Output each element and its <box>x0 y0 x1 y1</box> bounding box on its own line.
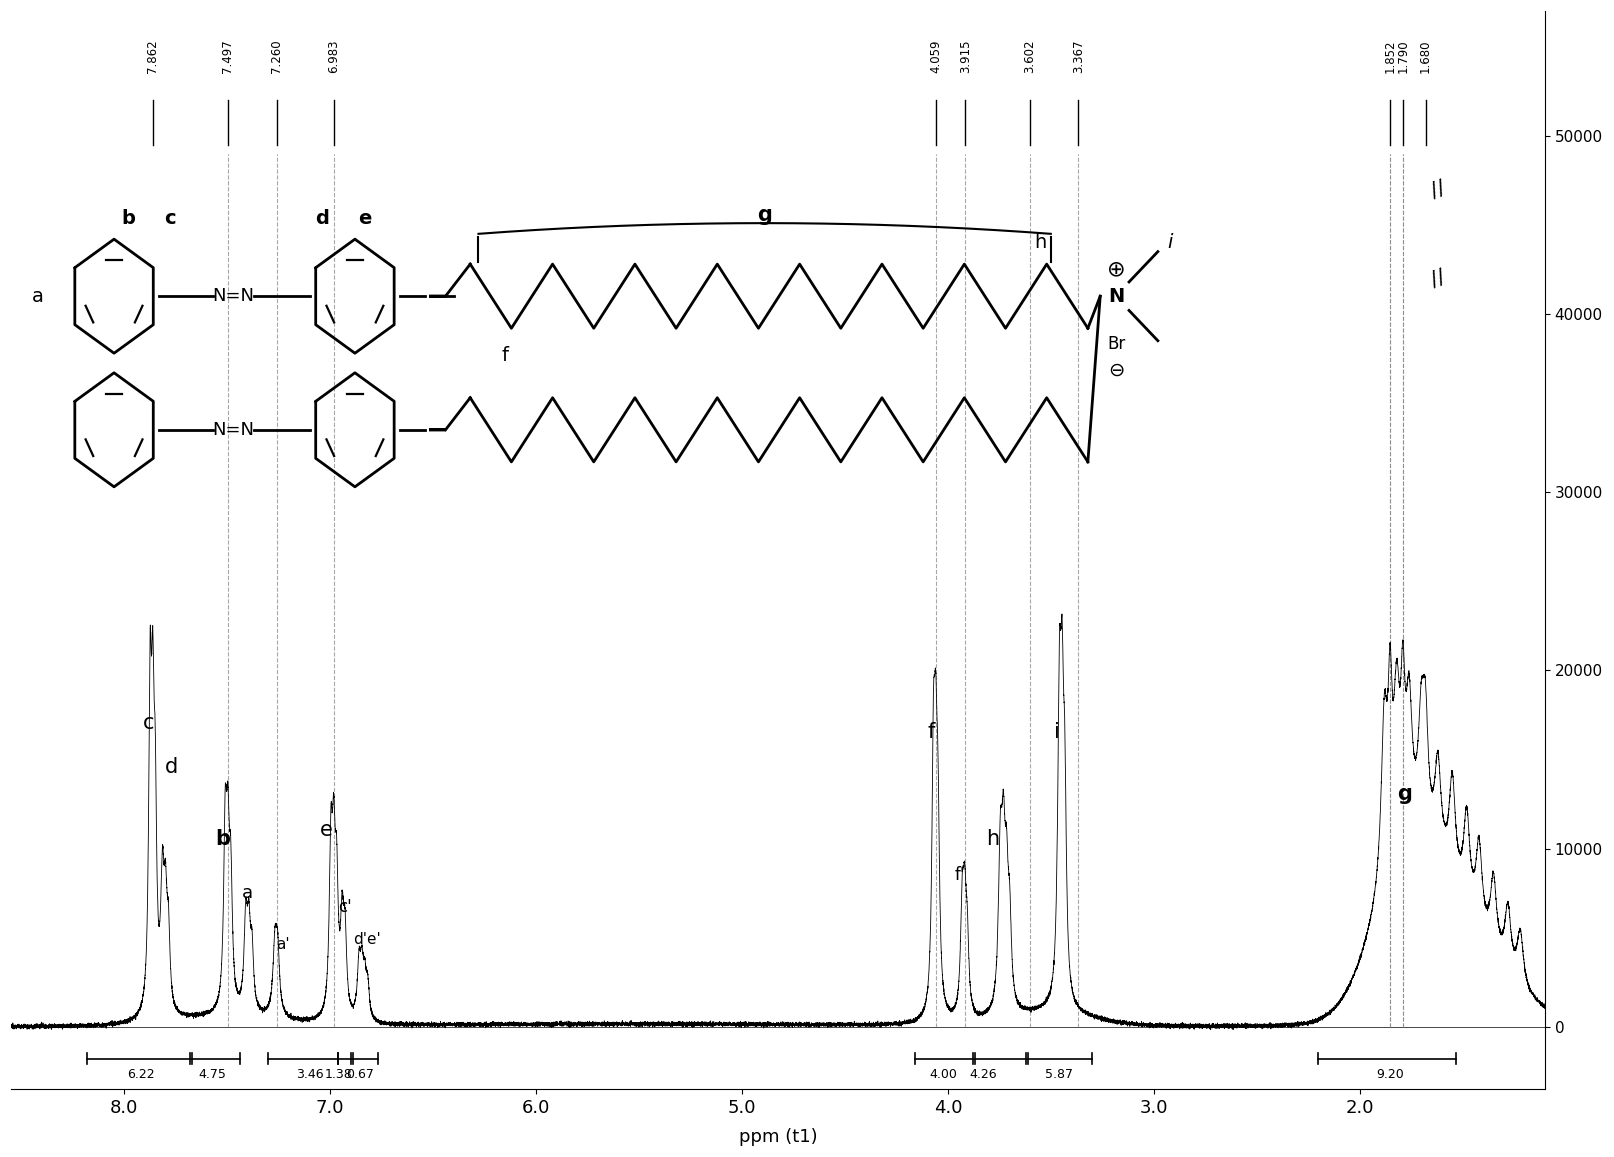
Text: 5.87: 5.87 <box>1044 1068 1073 1081</box>
Text: //: // <box>1428 177 1448 201</box>
Text: b: b <box>216 828 231 848</box>
Text: 1.38: 1.38 <box>324 1068 352 1081</box>
Text: c': c' <box>337 898 352 916</box>
Text: ⊖: ⊖ <box>1109 360 1125 379</box>
Text: a: a <box>242 884 253 902</box>
Text: N=N: N=N <box>213 287 255 305</box>
Text: i: i <box>1054 722 1060 742</box>
Text: 3.46: 3.46 <box>295 1068 323 1081</box>
Text: e: e <box>320 819 332 840</box>
Text: f': f' <box>955 867 965 884</box>
Text: 9.20: 9.20 <box>1377 1068 1404 1081</box>
Text: N=N: N=N <box>213 421 255 439</box>
Text: c: c <box>165 209 176 228</box>
Text: 7.260: 7.260 <box>270 39 282 74</box>
Text: d: d <box>315 209 329 228</box>
Text: f: f <box>502 346 508 366</box>
Text: 4.00: 4.00 <box>930 1068 957 1081</box>
Text: 3.602: 3.602 <box>1023 40 1036 74</box>
Text: b: b <box>121 209 136 228</box>
X-axis label: ppm (t1): ppm (t1) <box>739 1128 817 1145</box>
Text: 6.983: 6.983 <box>328 40 341 74</box>
Text: 6.22: 6.22 <box>128 1068 155 1081</box>
Text: 7.862: 7.862 <box>147 39 160 74</box>
Text: e: e <box>358 209 371 228</box>
Text: Br: Br <box>1107 336 1127 353</box>
Text: 4.059: 4.059 <box>930 40 943 74</box>
Text: c: c <box>144 713 155 732</box>
Text: N: N <box>1109 287 1125 305</box>
Text: 0.67: 0.67 <box>345 1068 374 1081</box>
Text: a': a' <box>276 937 289 952</box>
Text: d'e': d'e' <box>353 931 381 946</box>
Text: a: a <box>32 287 44 305</box>
Text: 4.26: 4.26 <box>968 1068 997 1081</box>
Text: f: f <box>928 722 935 742</box>
Text: h: h <box>986 828 999 848</box>
Text: 7.497: 7.497 <box>221 39 234 74</box>
Text: g: g <box>757 205 771 224</box>
Text: //: // <box>1428 266 1448 290</box>
Text: 1.852: 1.852 <box>1383 40 1396 74</box>
Text: h: h <box>1035 233 1046 251</box>
Text: 1.680: 1.680 <box>1419 40 1432 74</box>
Text: d: d <box>165 757 178 778</box>
Text: g: g <box>1398 784 1412 804</box>
Text: i: i <box>1167 233 1173 251</box>
Text: 4.75: 4.75 <box>199 1068 226 1081</box>
Text: 3.915: 3.915 <box>959 40 972 74</box>
Text: 3.367: 3.367 <box>1072 40 1085 74</box>
Text: ⊕: ⊕ <box>1107 259 1127 280</box>
Text: 1.790: 1.790 <box>1396 39 1409 74</box>
